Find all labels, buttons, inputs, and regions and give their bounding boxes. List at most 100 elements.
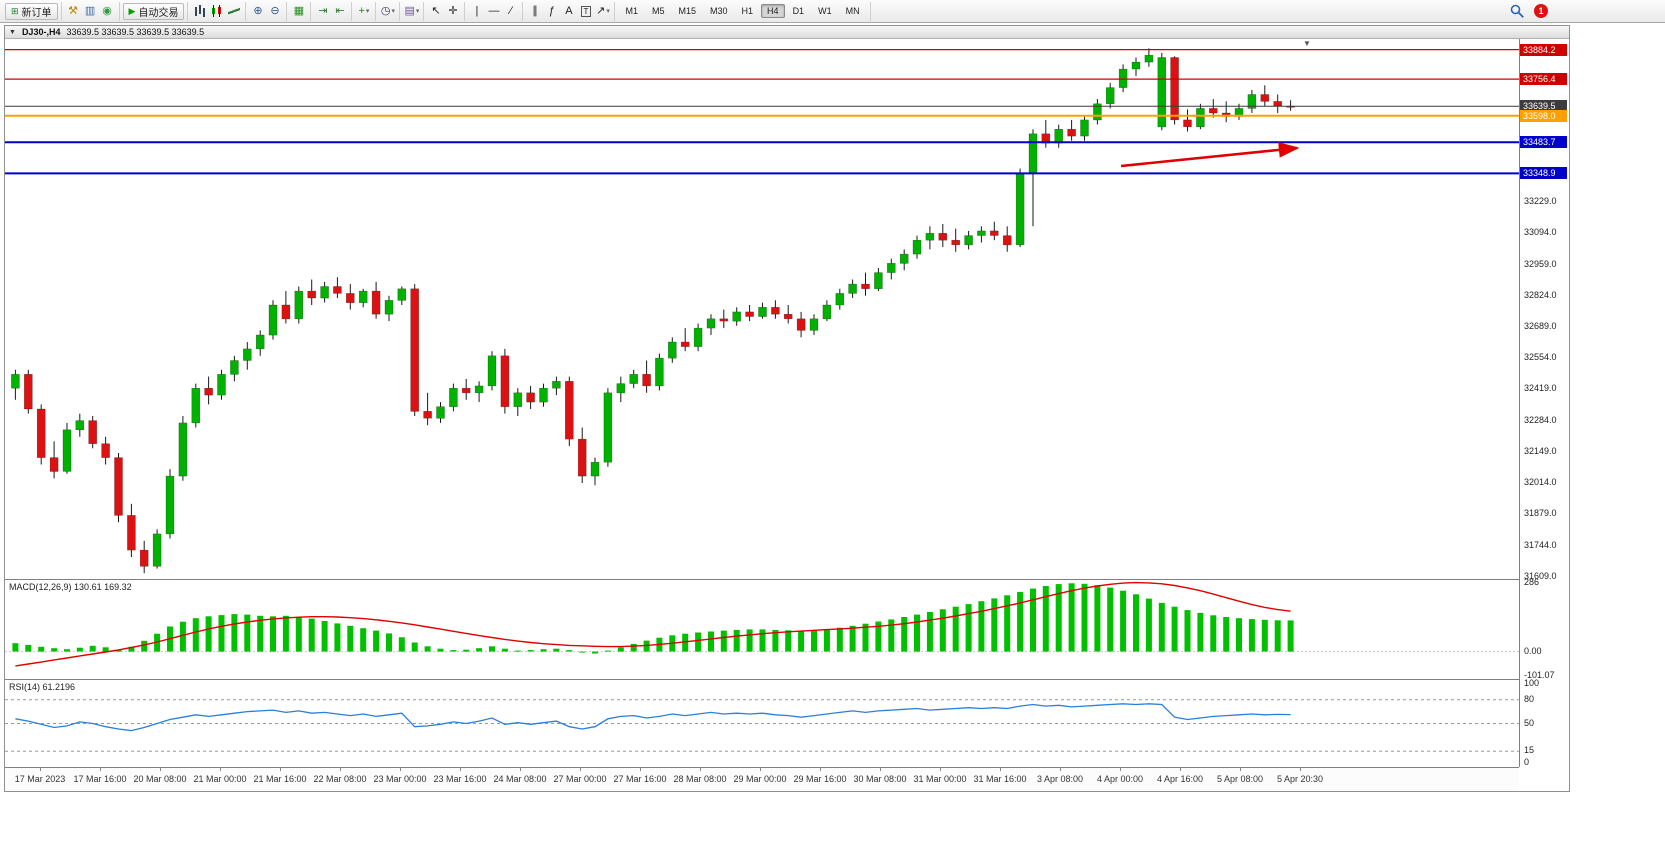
text-icon[interactable]: A [560,3,577,20]
rsi-panel[interactable]: RSI(14) 61.2196 [5,679,1519,767]
new-chart-icon-glyph: ▥ [84,4,96,17]
chart-shift-icon[interactable]: ⇤ [331,3,348,20]
time-label: 31 Mar 16:00 [973,774,1027,784]
periods-icon[interactable]: ◷ ▾ [379,3,396,20]
price-tick-label: 33229.0 [1524,196,1557,207]
label-icon-glyph: T [580,5,592,17]
time-tick [640,768,641,771]
time-label: 29 Mar 16:00 [793,774,847,784]
periods-icon-dropdown[interactable]: ▾ [391,7,396,15]
timeframe-button-MN[interactable]: MN [840,4,866,18]
price-tick-label: 32824.0 [1524,289,1557,300]
fibonacci-icon[interactable]: ƒ [543,3,560,20]
timeframe-button-M15[interactable]: M15 [673,4,703,18]
bar-chart-type-icon[interactable] [191,3,208,20]
zoom-in-icon[interactable]: ⊕ [249,3,266,20]
rsi-value: 61.2196 [42,682,76,692]
chart-shift-marker[interactable]: ▼ [1303,39,1311,48]
channel-icon[interactable]: ∥ [526,3,543,20]
rsi-svg [5,699,1519,752]
time-label: 27 Mar 16:00 [613,774,667,784]
time-label: 23 Mar 16:00 [433,774,487,784]
time-label: 17 Mar 2023 [14,774,66,784]
trendline-icon[interactable]: ∕ [502,3,519,20]
time-label: 5 Apr 20:30 [1276,774,1324,784]
time-tick [460,768,461,771]
autotrading-button[interactable]: ▶ 自动交易 [122,2,185,20]
rsi-axis-label: 100 [1524,678,1540,688]
arrows-icon-dropdown[interactable]: ▾ [606,7,610,15]
time-label: 3 Apr 08:00 [1036,774,1084,784]
line-chart-type-icon[interactable] [225,3,242,20]
timeframe-group: M1 M5 M15 M30 H1 H4 D1 W1 MN [615,1,871,21]
price-tick-label: 33094.0 [1524,227,1557,238]
zoom-out-icon[interactable]: ⊖ [266,3,283,20]
timeframe-button-H1[interactable]: H1 [736,4,760,18]
toolbar-group: ⚒ ▥ ◉ [62,1,120,21]
indicators-add-icon-glyph: + [358,4,365,17]
time-axis[interactable]: 17 Mar 2023 17 Mar 16:00 20 Mar 08:00 21 Ma… [5,767,1519,791]
price-tick-label: 31879.0 [1524,508,1557,519]
time-tick [1240,768,1241,771]
grid-icon[interactable]: ▦ [290,3,307,20]
candlestick-type-icon[interactable] [208,3,225,20]
toolbox-icon[interactable]: ⚒ [65,3,82,20]
timeframe-button-M30[interactable]: M30 [704,4,734,18]
price-line-badge: 33348.9 [1520,167,1567,180]
templates-icon-dropdown[interactable]: ▾ [415,7,420,15]
new-order-button[interactable]: ⊞ 新订单 [5,2,58,20]
cursor-icon-glyph: ↖ [431,4,441,17]
timeframe-button-H4[interactable]: H4 [761,4,785,18]
vertical-line-icon[interactable]: | [468,3,485,20]
arrows-icon[interactable]: ↗ ▾ [594,3,611,20]
templates-icon[interactable]: ▤ ▾ [403,3,420,20]
chart-title-bar[interactable]: ▼ DJ30-,H4 33639.5 33639.5 33639.5 33639… [5,26,1569,39]
time-tick [100,768,101,771]
toolbar-group: ▤ ▾ [400,1,425,21]
search-icon[interactable] [1510,4,1525,19]
indicators-add-icon[interactable]: + ▾ [355,3,372,20]
vertical-line-icon-glyph: | [475,4,479,17]
timeframe-button-M5[interactable]: M5 [646,4,671,18]
collapse-icon[interactable]: ▼ [9,28,16,36]
bar-chart-type-icon-glyph [193,5,206,17]
time-label: 5 Apr 08:00 [1216,774,1264,784]
new-chart-icon[interactable]: ▥ [82,3,99,20]
horizontal-line-icon[interactable]: — [485,3,502,20]
timeframe-button-D1[interactable]: D1 [787,4,811,18]
price-tick-label: 32689.0 [1524,321,1557,331]
price-axis[interactable]: 33229.0 33094.0 32959.0 32824.0 32689.0 32554… [1519,39,1569,767]
indicators-add-icon-dropdown[interactable]: ▾ [365,7,370,15]
crosshair-icon[interactable]: ✛ [444,3,461,20]
macd-panel[interactable]: MACD(12,26,9) 130.61 169.32 [5,579,1519,679]
toolbar-group: ◷ ▾ [376,1,401,21]
notification-badge[interactable]: 1 [1534,4,1548,18]
time-label: 27 Mar 00:00 [553,774,607,784]
price-chart[interactable]: ▼ [5,39,1519,579]
time-tick [700,768,701,771]
time-tick [1000,768,1001,771]
toolbar-right: 1 [1510,0,1548,22]
channel-icon-glyph: ∥ [532,4,538,17]
time-label: 23 Mar 00:00 [373,774,427,784]
price-tick-label: 32419.0 [1524,383,1557,394]
candlestick-type-icon-glyph [210,5,223,17]
time-label: 28 Mar 08:00 [673,774,727,784]
time-tick [820,768,821,771]
rsi-axis-label: 50 [1524,717,1535,728]
alerts-icon[interactable]: ◉ [99,3,116,20]
time-tick [1300,768,1301,771]
label-icon[interactable]: T [577,3,594,20]
timeframe-button-W1[interactable]: W1 [812,4,838,18]
cursor-icon[interactable]: ↖ [427,3,444,20]
timeframe-button-M1[interactable]: M1 [619,4,644,18]
macd-values: 130.61 169.32 [74,582,132,592]
auto-scroll-icon-glyph: ⇥ [318,4,328,17]
fibonacci-icon-glyph: ƒ [548,4,556,17]
time-tick [1180,768,1181,771]
toolbox-icon-glyph: ⚒ [68,4,78,17]
auto-scroll-icon[interactable]: ⇥ [314,3,331,20]
price-tick-label: 32284.0 [1524,414,1557,425]
toolbar-group: ▶ 自动交易 [120,1,189,21]
toolbar-group: + ▾ [352,1,377,21]
